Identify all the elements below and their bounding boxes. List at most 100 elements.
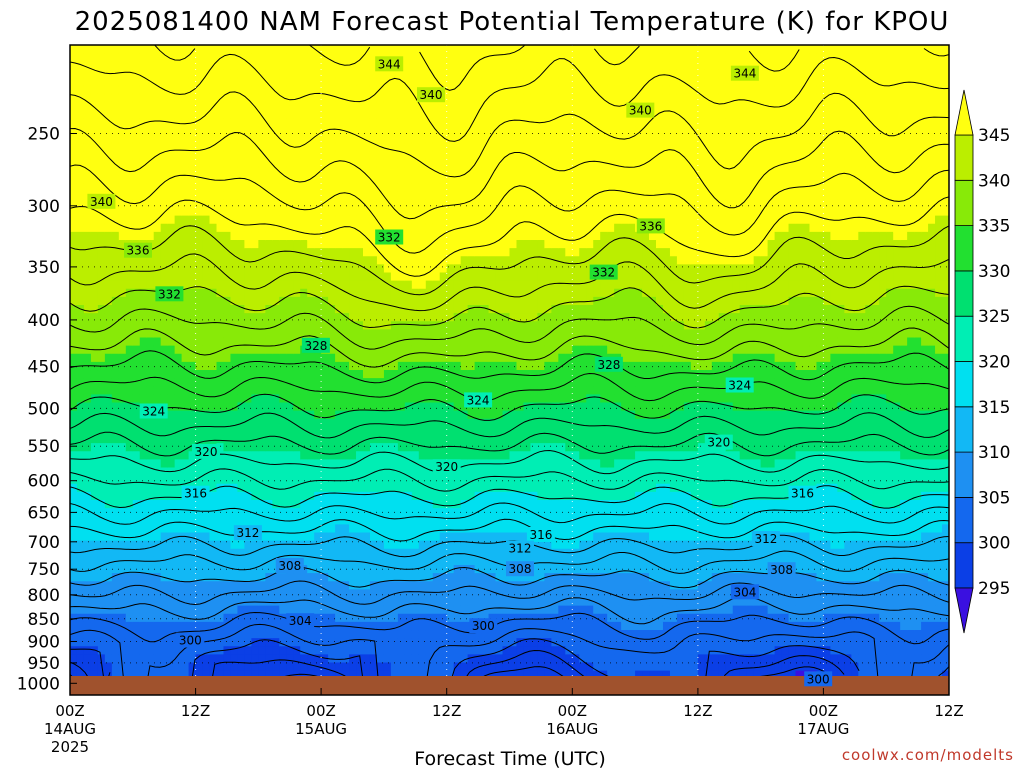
heatmap-cell [439,288,448,298]
heatmap-cell [383,475,392,485]
heatmap-cell [216,467,225,477]
heatmap-cell [139,370,148,379]
heatmap-cell [167,508,176,517]
heatmap-cell [474,337,483,347]
heatmap-cell [111,500,120,509]
heatmap-cell [453,402,462,412]
heatmap-cell [188,581,197,590]
heatmap-cell [356,605,364,615]
heatmap-cell [349,207,357,217]
heatmap-cell [321,540,329,550]
heatmap-cell [369,443,378,452]
heatmap-cell [300,353,308,363]
heatmap-cell [383,329,392,339]
heatmap-cell [411,101,420,111]
heatmap-cell [90,93,99,103]
heatmap-cell [481,207,490,217]
heatmap-cell [209,150,218,160]
heatmap-cell [90,134,99,144]
heatmap-cell [153,581,162,590]
heatmap-cell [188,305,197,314]
heatmap-cell [174,191,183,200]
heatmap-cell [118,329,127,339]
heatmap-cell [439,305,448,314]
heatmap-cell [446,654,455,664]
heatmap-cell [244,142,252,152]
heatmap-cell [321,613,329,623]
heatmap-cell [363,443,371,452]
heatmap-cell [411,402,420,412]
heatmap-cell [244,280,252,290]
heatmap-cell [181,508,190,517]
heatmap-cell [125,467,134,477]
heatmap-cell [125,573,134,582]
heatmap-cell [118,621,127,631]
heatmap-cell [314,491,322,501]
heatmap-cell [314,459,322,469]
heatmap-cell [335,61,343,70]
heatmap-cell [160,118,169,127]
heatmap-cell [202,361,211,371]
heatmap-cell [474,207,483,217]
heatmap-cell [439,69,448,79]
heatmap-cell [104,630,113,639]
heatmap-cell [397,280,406,290]
heatmap-cell [188,280,197,290]
heatmap-cell [495,175,504,184]
heatmap-cell [223,638,232,647]
heatmap-cell [258,483,266,493]
heatmap-cell [321,101,329,111]
heatmap-cell [223,61,232,70]
heatmap-cell [342,589,350,599]
heatmap-cell [153,532,162,542]
heatmap-cell [411,410,420,420]
heatmap-cell [481,305,490,314]
heatmap-cell [481,248,490,257]
heatmap-cell [390,548,399,558]
heatmap-cell [349,516,357,525]
heatmap-cell [181,337,190,347]
heatmap-cell [132,605,141,615]
heatmap-cell [76,61,85,70]
heatmap-cell [321,524,329,534]
heatmap-cell [383,467,392,477]
heatmap-cell [97,45,106,54]
heatmap-cell [230,280,239,290]
heatmap-cell [335,126,343,135]
heatmap-cell [460,272,469,282]
heatmap-cell [390,158,399,168]
heatmap-cell [139,516,148,525]
heatmap-cell [383,101,392,111]
heatmap-cell [481,597,490,607]
heatmap-cell [251,589,259,599]
heatmap-cell [390,183,399,192]
heatmap-cell [195,337,204,347]
heatmap-cell [425,556,434,566]
heatmap-cell [272,361,280,371]
heatmap-cell [369,500,378,509]
heatmap-cell [439,370,448,379]
heatmap-cell [132,337,141,347]
heatmap-cell [397,248,406,257]
heatmap-cell [167,93,176,103]
heatmap-cell [132,500,141,509]
heatmap-cell [83,516,92,525]
heatmap-cell [363,532,371,542]
heatmap-cell [335,166,343,176]
heatmap-cell [279,378,287,387]
heatmap-cell [342,191,350,200]
heatmap-cell [467,53,476,62]
heatmap-cell [363,589,371,599]
heatmap-cell [495,353,504,363]
heatmap-cell [300,467,308,477]
heatmap-cell [188,353,197,363]
heatmap-cell [104,223,113,233]
heatmap-cell [279,150,287,160]
heatmap-cell [314,256,322,265]
heatmap-cell [97,61,106,70]
heatmap-cell [244,101,252,111]
heatmap-cell [174,150,183,160]
heatmap-cell [474,93,483,103]
heatmap-cell [251,272,259,282]
heatmap-cell [125,134,134,144]
